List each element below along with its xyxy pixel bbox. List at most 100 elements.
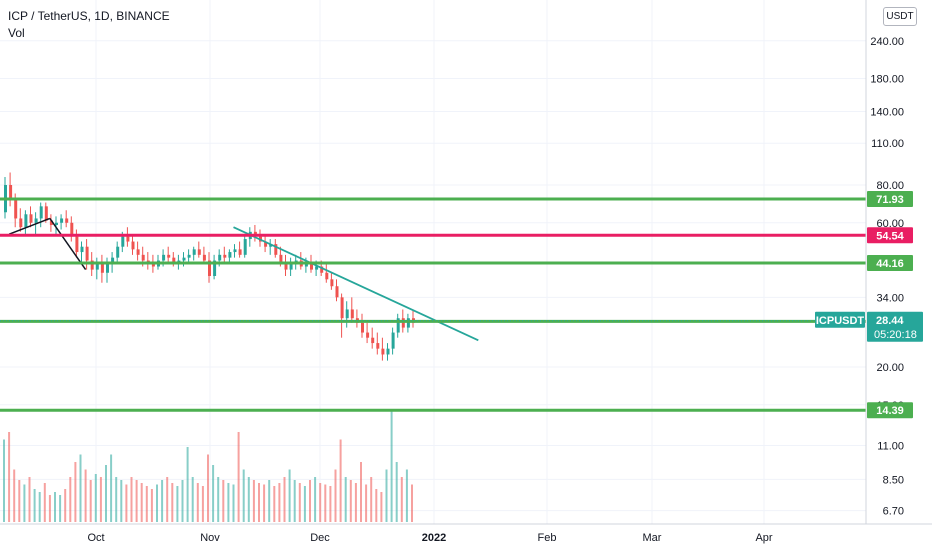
- volume-bar: [150, 489, 153, 522]
- candle-body: [121, 236, 125, 247]
- candle-body: [167, 254, 171, 258]
- volume-bar: [212, 465, 215, 522]
- volume-bar: [314, 477, 317, 522]
- candle-body: [60, 218, 64, 223]
- candle-body: [274, 244, 278, 255]
- volume-bar: [28, 477, 31, 522]
- volume-indicator-label[interactable]: Vol: [8, 26, 25, 40]
- price-tick-label: 80.00: [876, 180, 904, 192]
- time-tick-label: Oct: [87, 532, 104, 544]
- volume-bar: [339, 439, 342, 522]
- candle-body: [80, 246, 84, 253]
- candle-body: [310, 263, 313, 270]
- candle-body: [381, 348, 385, 355]
- symbol-label: ICPUSDT: [816, 315, 865, 327]
- trendline-black-up[interactable]: [8, 217, 51, 235]
- time-tick-label: 2022: [422, 532, 446, 544]
- volume-bar: [8, 432, 11, 522]
- candle-body: [131, 241, 135, 250]
- volume-bar: [370, 477, 373, 522]
- candle-body: [325, 272, 329, 280]
- candle-body: [233, 249, 237, 253]
- volume-bar: [74, 462, 77, 522]
- volume-bar: [349, 480, 352, 522]
- candle-body: [202, 254, 206, 261]
- trendline-resistance[interactable]: [233, 226, 479, 342]
- candle-body: [95, 263, 99, 270]
- candle-body: [29, 214, 33, 223]
- candle-body: [350, 309, 354, 319]
- volume-bar: [288, 469, 291, 522]
- trendline-black-down[interactable]: [49, 218, 87, 271]
- candle-body: [264, 241, 268, 247]
- volume-bar: [232, 484, 235, 522]
- volume-bar: [278, 483, 281, 522]
- volume-bar: [191, 477, 194, 522]
- volume-bar: [303, 486, 306, 522]
- candle-body: [187, 254, 191, 258]
- candle-body: [243, 239, 247, 255]
- volume-bar: [400, 477, 403, 522]
- volume-bar: [263, 484, 266, 522]
- time-tick-label: Apr: [755, 532, 772, 544]
- candle-body: [136, 249, 140, 255]
- candle-body: [65, 218, 69, 223]
- currency-unit-button[interactable]: USDT: [883, 7, 917, 26]
- candle-body: [197, 249, 201, 255]
- price-tick-label: 11.00: [877, 440, 904, 452]
- candle-body: [406, 318, 410, 328]
- volume-bar: [176, 486, 179, 522]
- level-label-bg: [867, 227, 913, 244]
- candle-body: [182, 257, 186, 261]
- level-label-bg: [867, 255, 913, 272]
- volume-bar: [365, 484, 368, 522]
- candle-body: [44, 206, 48, 221]
- volume-bar: [140, 483, 143, 522]
- volume-bar: [201, 486, 204, 522]
- candle-body: [151, 263, 155, 267]
- level-label-text: 14.39: [876, 405, 904, 417]
- candle-body: [304, 263, 308, 267]
- candle-body: [284, 263, 288, 270]
- candle-body: [391, 332, 395, 349]
- level-label-bg: [867, 402, 913, 419]
- volume-bar: [105, 465, 107, 522]
- price-axis[interactable]: 240.00 180.00 140.00 110.00 80.00 60.00 34.00 2…: [870, 36, 904, 518]
- volume-bar: [186, 447, 189, 522]
- price-tick-label: 140.00: [870, 107, 904, 119]
- candle-body: [24, 214, 28, 228]
- time-axis[interactable]: Oct Nov Dec 2022 Feb Mar Apr: [87, 532, 772, 544]
- price-tick-label: 6.70: [883, 506, 904, 518]
- volume-bar: [94, 474, 97, 522]
- candle-body: [141, 254, 145, 261]
- volume-bar: [69, 477, 72, 522]
- volume-bar: [181, 480, 184, 522]
- candle-body: [279, 254, 283, 264]
- volume-bar: [293, 480, 296, 522]
- volume-bar: [23, 484, 26, 522]
- candle-body: [19, 218, 23, 228]
- volume-bar: [110, 454, 113, 522]
- volume-bar: [227, 483, 230, 522]
- level-label-bg: [867, 190, 913, 207]
- level-lines[interactable]: [0, 197, 866, 412]
- candle-body: [208, 260, 211, 276]
- volume-bar: [222, 480, 225, 522]
- time-tick-label: Nov: [200, 532, 220, 544]
- price-tick-label: 110.00: [871, 138, 904, 150]
- candle-body: [126, 236, 130, 242]
- volume-bar: [242, 469, 245, 522]
- volume-bar: [48, 495, 51, 522]
- level-label-text: 44.16: [876, 258, 904, 270]
- candle-body: [340, 297, 344, 319]
- volume-bar: [156, 484, 158, 522]
- candle-body: [213, 260, 217, 276]
- symbol-label-bg: [815, 311, 865, 328]
- volume-bar: [161, 480, 164, 522]
- volume-bar: [145, 486, 148, 522]
- candle-body: [361, 322, 364, 333]
- candle-body: [39, 206, 43, 219]
- volume-bar: [385, 469, 388, 522]
- volume-bar: [405, 469, 408, 522]
